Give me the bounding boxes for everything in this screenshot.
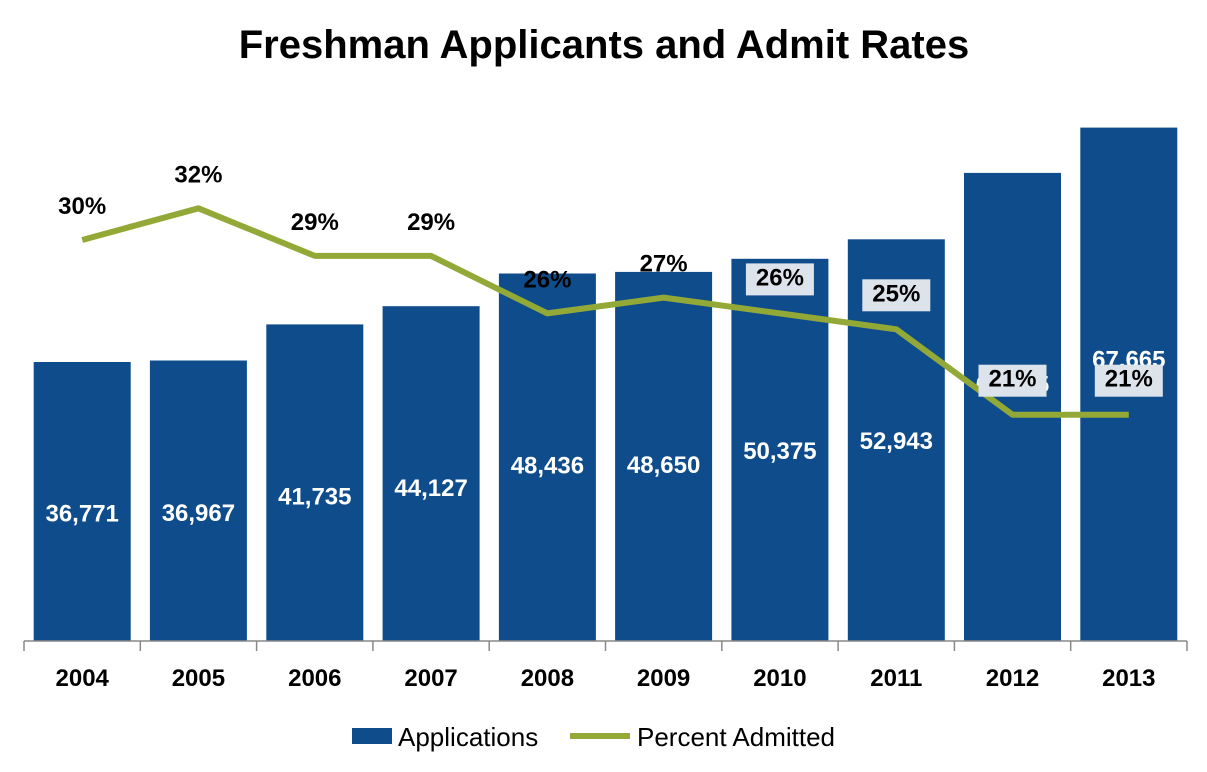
bar-2012: [964, 172, 1061, 641]
bar-2009: [615, 271, 713, 641]
percent-admitted-line: [81, 205, 1129, 418]
bar-2006: [266, 324, 364, 641]
percent-label-box-2011: [862, 279, 931, 312]
percent-label-2004: 30%: [58, 193, 106, 220]
bar-value-label-2004: 36,771: [45, 501, 118, 528]
bar-value-label-2005: 36,967: [162, 500, 235, 527]
percent-label-2006: 29%: [291, 209, 339, 236]
percent-label-2013: 21%: [1105, 366, 1153, 393]
bar-value-label-2008: 48,436: [511, 453, 584, 480]
x-tick-label-2008: 2008: [521, 665, 574, 692]
percent-label-2005: 32%: [174, 161, 222, 188]
percent-label-2011: 25%: [872, 280, 920, 307]
line-layer: 30% 32% 29% 29% 26% 27% 26% 25% 21% 21%: [58, 161, 1163, 418]
bar-value-label-2006: 41,735: [278, 483, 351, 510]
percent-label-box-2013: [1094, 364, 1163, 397]
x-tick-label-2007: 2007: [404, 665, 457, 692]
bar-value-label-2010: 50,375: [743, 438, 816, 465]
legend: Applications Percent Admitted: [352, 722, 835, 752]
bar-2005: [149, 360, 247, 641]
percent-label-2012: 21%: [988, 366, 1036, 393]
x-tick-label-2011: 2011: [870, 665, 922, 692]
bars-layer: 36,771 36,967 41,735 44,127 48,436 48,650 50,3…: [33, 127, 1178, 642]
x-tick-label-2009: 2009: [637, 665, 690, 692]
legend-label-applications: Applications: [398, 722, 538, 752]
bar-value-label-2007: 44,127: [394, 475, 467, 502]
bar-2008: [498, 273, 596, 641]
legend-swatch-applications: [352, 728, 392, 744]
percent-label-2008: 26%: [523, 266, 571, 293]
percent-label-2007: 29%: [407, 209, 455, 236]
percent-label-2009: 27%: [640, 251, 688, 278]
percent-label-box-2010: [745, 263, 814, 296]
x-tick-label-2010: 2010: [753, 665, 806, 692]
bar-2010: [731, 258, 829, 641]
bar-value-label-2009: 48,650: [627, 452, 700, 479]
x-axis: 2004 2005 2006 2007 2008 2009 2010 2011 2012 2013: [23, 640, 1188, 692]
x-tick-label-2013: 2013: [1102, 665, 1155, 692]
chart-title: Freshman Applicants and Admit Rates: [239, 23, 970, 67]
x-tick-label-2006: 2006: [288, 665, 341, 692]
bar-2007: [382, 306, 480, 641]
x-tick-label-2004: 2004: [56, 665, 110, 692]
bar-2004: [33, 362, 131, 641]
percent-label-2010: 26%: [756, 264, 804, 291]
percent-label-box-2012: [978, 364, 1047, 397]
legend-label-percent-admitted: Percent Admitted: [637, 722, 835, 752]
x-tick-label-2005: 2005: [172, 665, 225, 692]
bar-value-label-2011: 52,943: [860, 428, 933, 455]
x-tick-label-2012: 2012: [986, 665, 1039, 692]
